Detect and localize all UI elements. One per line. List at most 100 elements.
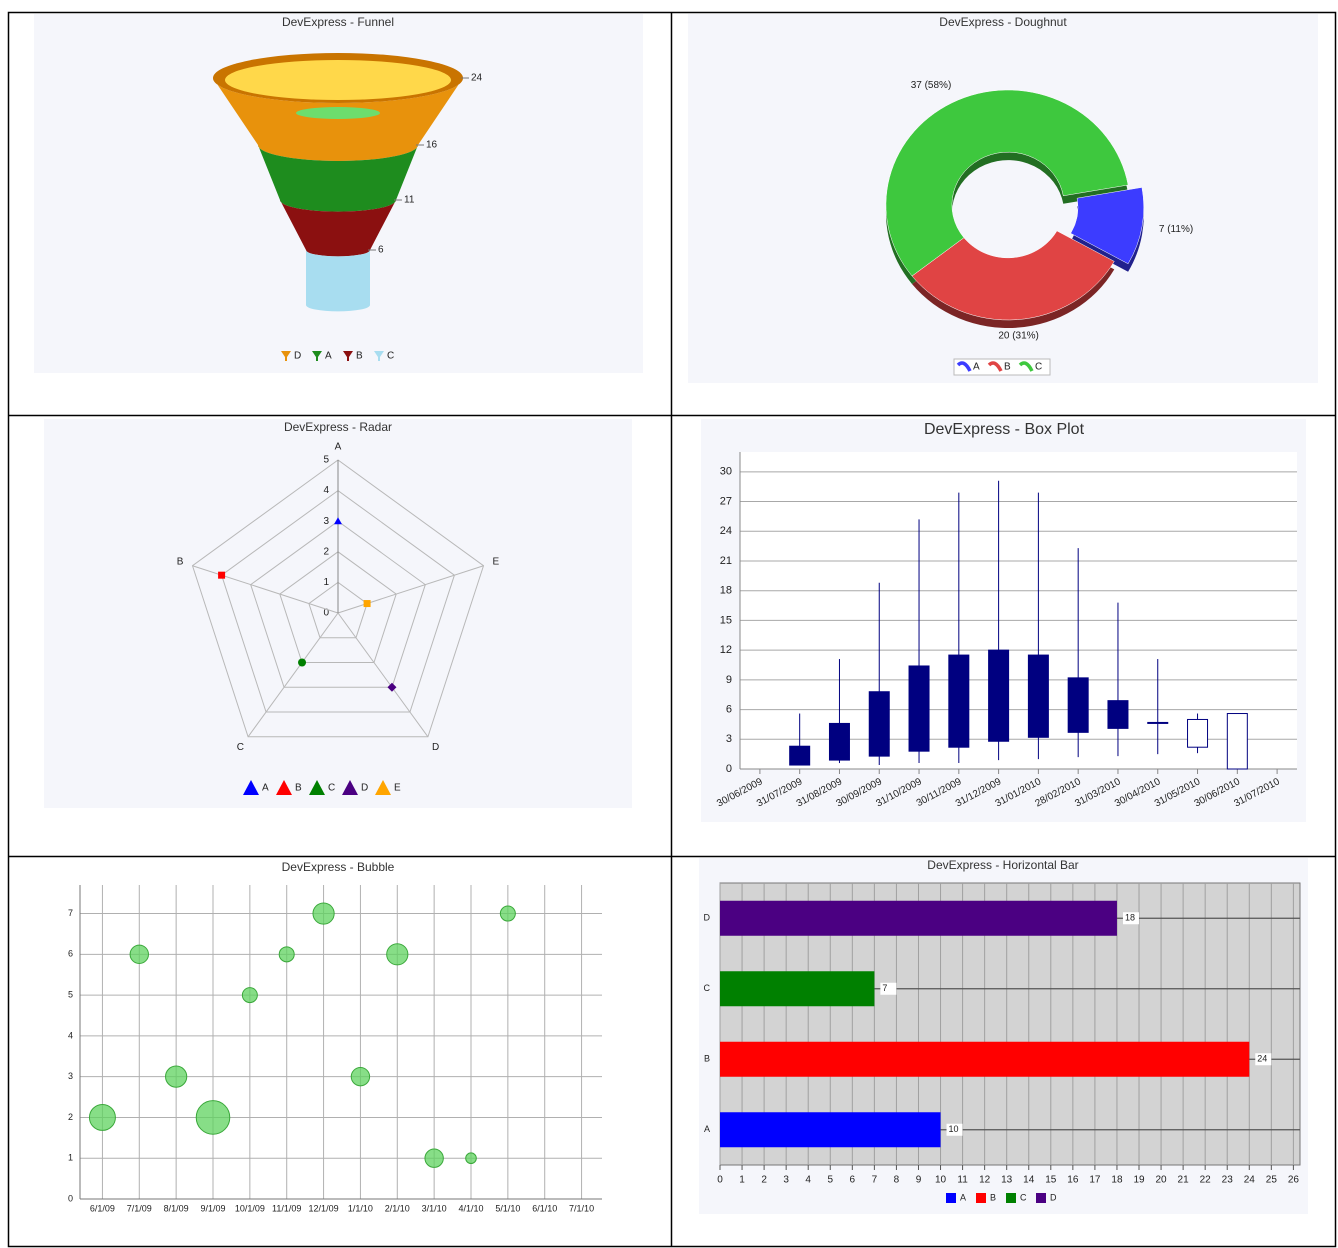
x-tick-label: 24 <box>1244 1175 1256 1186</box>
funnel-segment <box>306 250 370 312</box>
legend-label: A <box>262 783 269 794</box>
doughnut-segment <box>885 89 1129 277</box>
y-tick-label: 3 <box>323 516 329 527</box>
y-tick-label: 21 <box>720 555 732 567</box>
legend-icon <box>312 351 322 361</box>
grid-line <box>191 459 485 738</box>
box <box>988 649 1010 742</box>
y-tick-label: 2 <box>323 546 329 557</box>
x-tick-label: 17 <box>1089 1175 1101 1186</box>
y-tick-label: 15 <box>720 614 732 626</box>
x-tick-label: 2/1/10 <box>385 1203 410 1213</box>
y-tick-label: A <box>704 1124 710 1134</box>
x-tick-label: 19 <box>1133 1175 1145 1186</box>
box <box>1067 677 1089 733</box>
y-tick-label: 27 <box>720 495 732 507</box>
box <box>1107 700 1129 729</box>
x-tick-label: 11 <box>957 1175 968 1186</box>
x-tick-label: 9/1/09 <box>200 1203 225 1213</box>
legend-label: E <box>394 783 401 794</box>
funnel-segment <box>258 145 418 212</box>
legend-icon <box>375 780 391 795</box>
y-tick-label: 5 <box>68 989 73 999</box>
funnel-inner-bottom <box>296 107 380 119</box>
data-label: 16 <box>426 140 438 151</box>
bubble <box>195 1100 231 1135</box>
x-tick-label: 4 <box>805 1175 811 1186</box>
legend-icon <box>281 351 291 361</box>
x-tick-label: 20 <box>1156 1175 1168 1186</box>
bubble <box>129 944 149 965</box>
x-tick-label: 26 <box>1288 1175 1300 1186</box>
box <box>1187 718 1209 748</box>
x-tick-label: 22 <box>1200 1175 1212 1186</box>
box <box>1226 713 1248 770</box>
legend-label: A <box>325 351 332 362</box>
marker <box>387 682 397 692</box>
spoke <box>337 612 429 738</box>
x-tick-label: 13 <box>1001 1175 1013 1186</box>
legend-label: C <box>328 783 335 794</box>
legend-swatch <box>976 1193 986 1203</box>
grid-line <box>250 520 426 688</box>
marker <box>363 600 371 608</box>
legend-icon <box>343 351 353 361</box>
legend-label: B <box>356 351 363 362</box>
bar <box>720 900 1117 936</box>
x-tick-label: 1 <box>739 1175 745 1186</box>
data-label: 24 <box>471 73 483 84</box>
marker <box>298 658 307 667</box>
grid-line <box>279 551 397 664</box>
category-label: B <box>177 556 184 567</box>
data-label: 7 <box>882 983 887 993</box>
legend-label: B <box>990 1192 996 1202</box>
x-tick-label: 11/1/09 <box>272 1203 301 1213</box>
x-tick-label: 8 <box>894 1175 900 1186</box>
bar <box>720 971 875 1007</box>
x-tick-label: 3/1/10 <box>422 1203 447 1213</box>
x-tick-label: 23 <box>1222 1175 1234 1186</box>
chart-title: DevExpress - Doughnut <box>939 15 1067 29</box>
x-tick-label: 8/1/09 <box>164 1203 189 1213</box>
category-label: A <box>335 442 342 453</box>
bubble <box>88 1103 116 1131</box>
chart-title: DevExpress - Funnel <box>282 15 394 29</box>
legend-label: B <box>1004 362 1011 373</box>
legend-icon <box>1018 361 1034 372</box>
y-tick-label: 6 <box>726 703 732 715</box>
x-tick-label: 12 <box>979 1175 991 1186</box>
y-tick-label: 1 <box>68 1153 73 1163</box>
y-tick-label: 3 <box>68 1071 73 1081</box>
legend-swatch <box>946 1193 956 1203</box>
category-label: C <box>237 742 244 753</box>
data-label: 6 <box>378 245 384 256</box>
x-tick-label: 4/1/10 <box>458 1203 483 1213</box>
legend-label: B <box>295 783 302 794</box>
legend-label: C <box>1035 362 1042 373</box>
category-label: E <box>493 556 500 567</box>
bar <box>720 1041 1250 1077</box>
data-label: 37 (58%) <box>911 80 952 91</box>
box <box>1027 654 1049 738</box>
data-label: 20 (31%) <box>998 330 1039 341</box>
x-tick-label: 6/1/09 <box>90 1203 115 1213</box>
x-tick-label: 15 <box>1045 1175 1057 1186</box>
data-label: 24 <box>1257 1054 1267 1064</box>
grid-line <box>308 581 368 639</box>
legend-icon <box>309 780 325 795</box>
x-tick-label: 7/1/09 <box>127 1203 152 1213</box>
data-label: 7 (11%) <box>1159 224 1193 235</box>
x-tick-label: 21 <box>1178 1175 1190 1186</box>
bubble <box>499 905 516 922</box>
label-box <box>1255 1053 1272 1066</box>
bubble <box>350 1066 371 1087</box>
x-tick-label: 3 <box>783 1175 789 1186</box>
funnel-segment <box>280 200 396 257</box>
legend-icon <box>374 351 384 361</box>
legend-label: C <box>387 351 394 362</box>
box <box>789 745 811 766</box>
box <box>908 665 930 752</box>
funnel-segment <box>213 78 463 161</box>
y-tick-label: 7 <box>68 908 73 918</box>
x-tick-label: 16 <box>1067 1175 1079 1186</box>
